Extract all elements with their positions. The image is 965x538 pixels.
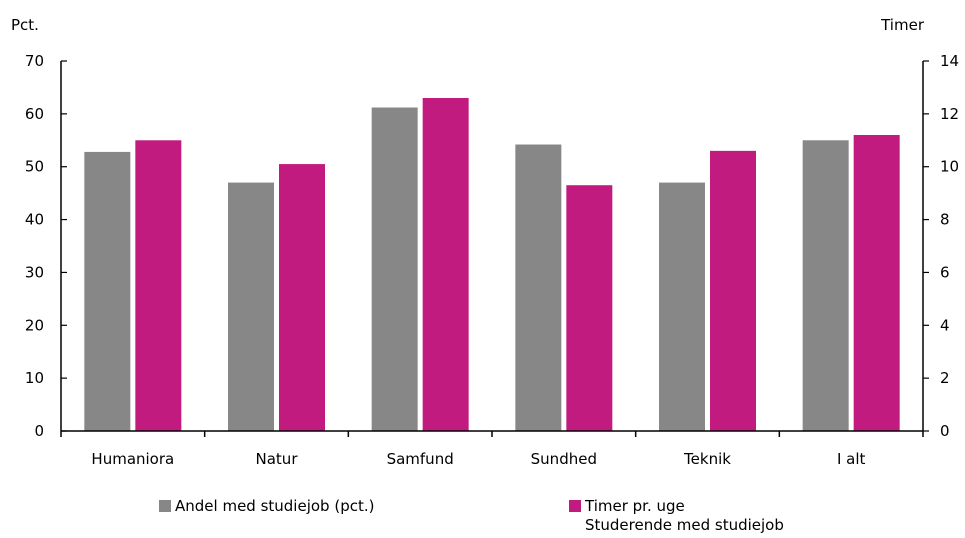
legend-label-hours-line2: Studerende med studiejob: [585, 516, 784, 534]
x-tick-label: Teknik: [683, 450, 731, 468]
left-y-tick-label: 50: [25, 158, 44, 176]
legend-item-hours: Timer pr. uge Studerende med studiejob: [569, 497, 784, 535]
left-y-tick-label: 70: [25, 52, 44, 70]
bar-hours-samfund: [422, 98, 469, 431]
x-tick-label: Humaniora: [91, 450, 174, 468]
right-y-tick-label: 12: [940, 105, 959, 123]
bar-hours-humaniora: [135, 140, 182, 432]
bar-hours-sundhed: [566, 185, 613, 431]
left-y-tick-label: 0: [34, 422, 44, 440]
left-axis-unit: Pct.: [11, 16, 39, 34]
x-tick-label: Natur: [256, 450, 299, 468]
bar-share-natur: [228, 182, 274, 431]
chart-marks: Humaniora Natur Samfund Sundhed Teknik I alt 0…: [25, 52, 959, 468]
right-y-tick-label: 6: [940, 263, 950, 281]
bar-share-samfund: [371, 107, 418, 431]
left-y-tick-label: 20: [25, 316, 44, 334]
left-y-tick-label: 60: [25, 105, 44, 123]
bar-share-i-alt: [802, 140, 849, 432]
x-tick-label: Sundhed: [531, 450, 597, 468]
bar-hours-teknik: [710, 150, 756, 431]
bar-share-teknik: [659, 182, 705, 431]
right-y-tick-label: 4: [940, 316, 950, 334]
legend-swatch-hours: [569, 500, 581, 512]
right-axis-unit: Timer: [880, 16, 925, 34]
bar-share-humaniora: [84, 151, 131, 431]
right-y-tick-label: 8: [940, 211, 950, 229]
legend-label-share: Andel med studiejob (pct.): [175, 497, 375, 515]
legend-item-share: Andel med studiejob (pct.): [159, 497, 374, 516]
bar-share-sundhed: [515, 144, 562, 431]
right-y-tick-label: 10: [940, 158, 959, 176]
legend-label-hours: Timer pr. uge: [585, 497, 685, 515]
bar-hours-i-alt: [853, 135, 900, 431]
bar-hours-natur: [279, 164, 325, 432]
left-y-tick-label: 30: [25, 263, 44, 281]
left-y-tick-label: 40: [25, 211, 44, 229]
left-y-tick-label: 10: [25, 369, 44, 387]
right-y-tick-label: 2: [940, 369, 950, 387]
right-y-tick-label: 14: [940, 52, 959, 70]
right-y-tick-label: 0: [940, 422, 950, 440]
x-tick-label: Samfund: [387, 450, 454, 468]
x-tick-label: I alt: [837, 450, 866, 468]
legend-swatch-share: [159, 500, 171, 512]
